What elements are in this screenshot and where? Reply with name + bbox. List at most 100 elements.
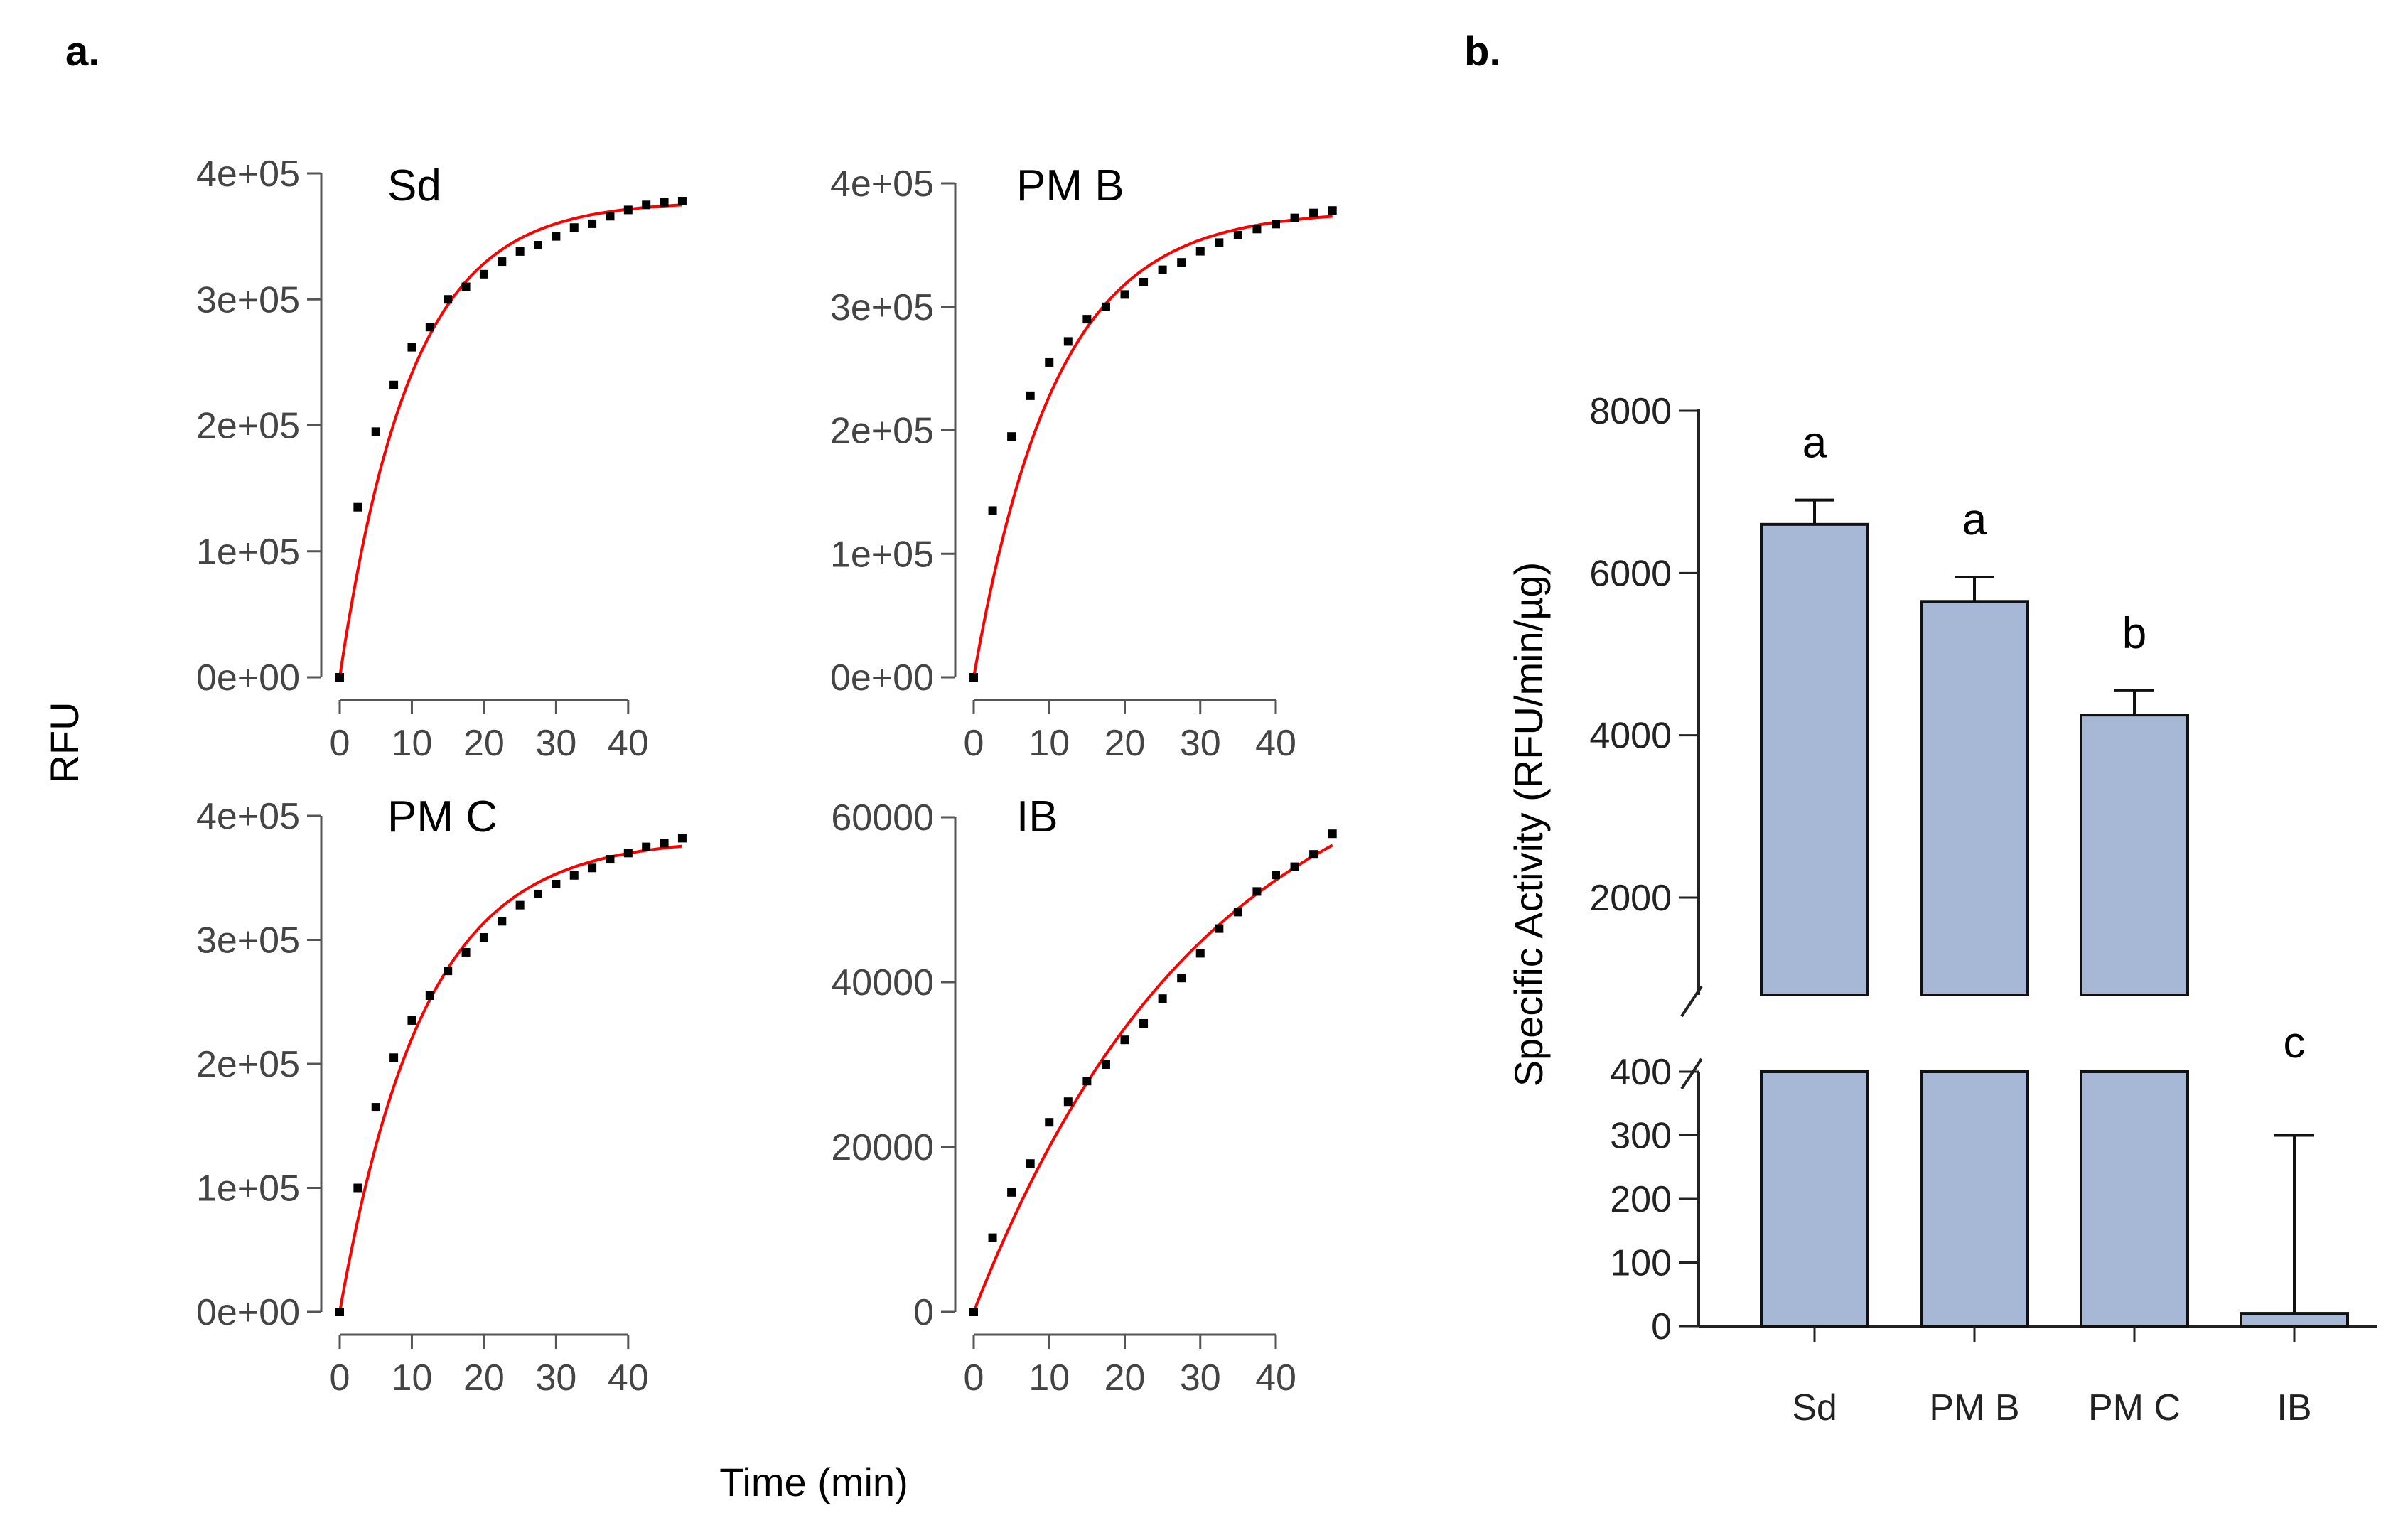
data-point bbox=[1101, 302, 1110, 311]
data-point bbox=[606, 212, 615, 221]
data-point bbox=[1233, 908, 1242, 917]
data-point bbox=[498, 917, 507, 926]
x-tick-label: 10 bbox=[1028, 723, 1070, 764]
y-tick-label: 4e+05 bbox=[196, 796, 300, 837]
data-point bbox=[1309, 850, 1318, 859]
data-point bbox=[569, 871, 579, 880]
data-point bbox=[1026, 1159, 1035, 1168]
data-point bbox=[1252, 225, 1262, 234]
data-point bbox=[534, 889, 543, 898]
data-point bbox=[1215, 238, 1224, 247]
significance-letter: a bbox=[1962, 495, 1987, 544]
data-point bbox=[425, 323, 434, 332]
x-tick-label: 40 bbox=[608, 1357, 649, 1399]
y-tick-label: 4000 bbox=[1589, 716, 1672, 757]
fit-curve bbox=[972, 215, 1333, 678]
y-tick-label: 2e+05 bbox=[196, 1044, 300, 1085]
data-point bbox=[988, 506, 997, 515]
x-tick-label: 0 bbox=[330, 1357, 350, 1399]
y-tick-label: 300 bbox=[1610, 1116, 1672, 1157]
subplot-ib: IB 0 20000 40000 60000 0 10 20 30 40 bbox=[831, 792, 1337, 1399]
panel-label-a: a. bbox=[65, 28, 100, 75]
data-point bbox=[498, 257, 507, 267]
data-point bbox=[371, 1103, 380, 1112]
y-tick-label: 1e+05 bbox=[196, 532, 300, 573]
y-tick-label: 2e+05 bbox=[830, 411, 934, 452]
y-tick-label: 4e+05 bbox=[830, 163, 934, 205]
data-point bbox=[444, 295, 453, 304]
data-point bbox=[1252, 887, 1262, 896]
bar-lower bbox=[2080, 1070, 2189, 1328]
x-tick-label: 0 bbox=[964, 723, 984, 764]
fit-curve bbox=[972, 844, 1333, 1313]
x-tick-label: IB bbox=[2277, 1387, 2311, 1428]
subplot-title: Sd bbox=[387, 161, 441, 210]
data-point bbox=[515, 900, 525, 910]
bar bbox=[2240, 1312, 2349, 1328]
data-point bbox=[461, 282, 471, 291]
x-tick-label: 40 bbox=[608, 723, 649, 764]
data-point bbox=[335, 1308, 344, 1316]
data-point bbox=[969, 1308, 978, 1316]
x-tick-label: 10 bbox=[392, 723, 433, 764]
x-tick-label: PM B bbox=[1929, 1387, 2019, 1428]
data-point bbox=[1082, 1077, 1092, 1086]
panel-a-xlabel: Time (min) bbox=[719, 1460, 908, 1504]
data-point bbox=[479, 269, 488, 279]
data-point bbox=[677, 834, 687, 843]
x-tick-label: 30 bbox=[535, 1357, 576, 1399]
y-tick-label: 4e+05 bbox=[196, 154, 300, 195]
x-tick-label: 20 bbox=[1104, 723, 1146, 764]
data-point bbox=[1195, 247, 1205, 256]
data-point bbox=[677, 196, 687, 205]
data-point bbox=[623, 849, 633, 858]
bar-chart: 2000 4000 6000 8000 0 100 200 300 400 a Sd a PM B b PM… bbox=[1589, 391, 2377, 1428]
y-tick-label: 3e+05 bbox=[196, 279, 300, 321]
data-point bbox=[407, 1016, 416, 1025]
data-point bbox=[1290, 213, 1299, 222]
subplot-sd: Sd 0e+00 1e+05 2e+05 3e+05 4e+05 0 10 20 30 40 bbox=[196, 154, 687, 764]
significance-letter: c bbox=[2284, 1018, 2306, 1067]
y-tick-label: 0e+00 bbox=[196, 1292, 300, 1333]
data-point bbox=[461, 947, 471, 957]
data-point bbox=[1007, 1188, 1016, 1197]
y-tick-label: 1e+05 bbox=[830, 534, 934, 575]
y-tick-label: 3e+05 bbox=[196, 920, 300, 962]
data-point bbox=[335, 673, 344, 682]
bar bbox=[1760, 522, 1869, 996]
significance-letter: a bbox=[1802, 419, 1827, 468]
fit-curve bbox=[338, 203, 682, 678]
data-point bbox=[1007, 432, 1016, 441]
panel-a-ylabel: RFU bbox=[42, 701, 87, 783]
data-point bbox=[1101, 1060, 1110, 1069]
x-tick-label: 10 bbox=[392, 1357, 433, 1399]
data-point bbox=[552, 879, 561, 888]
y-tick-label: 0e+00 bbox=[196, 657, 300, 699]
x-tick-label: 20 bbox=[463, 1357, 505, 1399]
data-point bbox=[1045, 1118, 1054, 1127]
data-point bbox=[1139, 278, 1149, 286]
data-point bbox=[1045, 357, 1054, 367]
y-tick-label: 3e+05 bbox=[830, 287, 934, 328]
bar bbox=[1920, 600, 2029, 996]
data-point bbox=[444, 967, 453, 976]
data-point bbox=[969, 673, 978, 682]
bar bbox=[2080, 714, 2189, 996]
data-point bbox=[1177, 974, 1186, 983]
data-point bbox=[1177, 258, 1186, 267]
data-point bbox=[1309, 208, 1318, 217]
x-tick-label: 30 bbox=[535, 723, 576, 764]
x-tick-label: 30 bbox=[1180, 1357, 1221, 1399]
data-point bbox=[425, 991, 434, 1001]
x-tick-label: 0 bbox=[964, 1357, 984, 1399]
subplot-pm-b: PM B 0e+00 1e+05 2e+05 3e+05 4e+05 0 10 20 30 40 bbox=[830, 161, 1337, 764]
data-point bbox=[660, 198, 669, 207]
y-tick-label: 6000 bbox=[1589, 553, 1672, 594]
data-point bbox=[660, 839, 669, 848]
data-point bbox=[1272, 220, 1280, 229]
x-tick-label: 40 bbox=[1255, 1357, 1296, 1399]
subplot-title: IB bbox=[1016, 792, 1058, 841]
bar-lower bbox=[1920, 1070, 2029, 1328]
y-tick-label: 20000 bbox=[831, 1127, 934, 1168]
